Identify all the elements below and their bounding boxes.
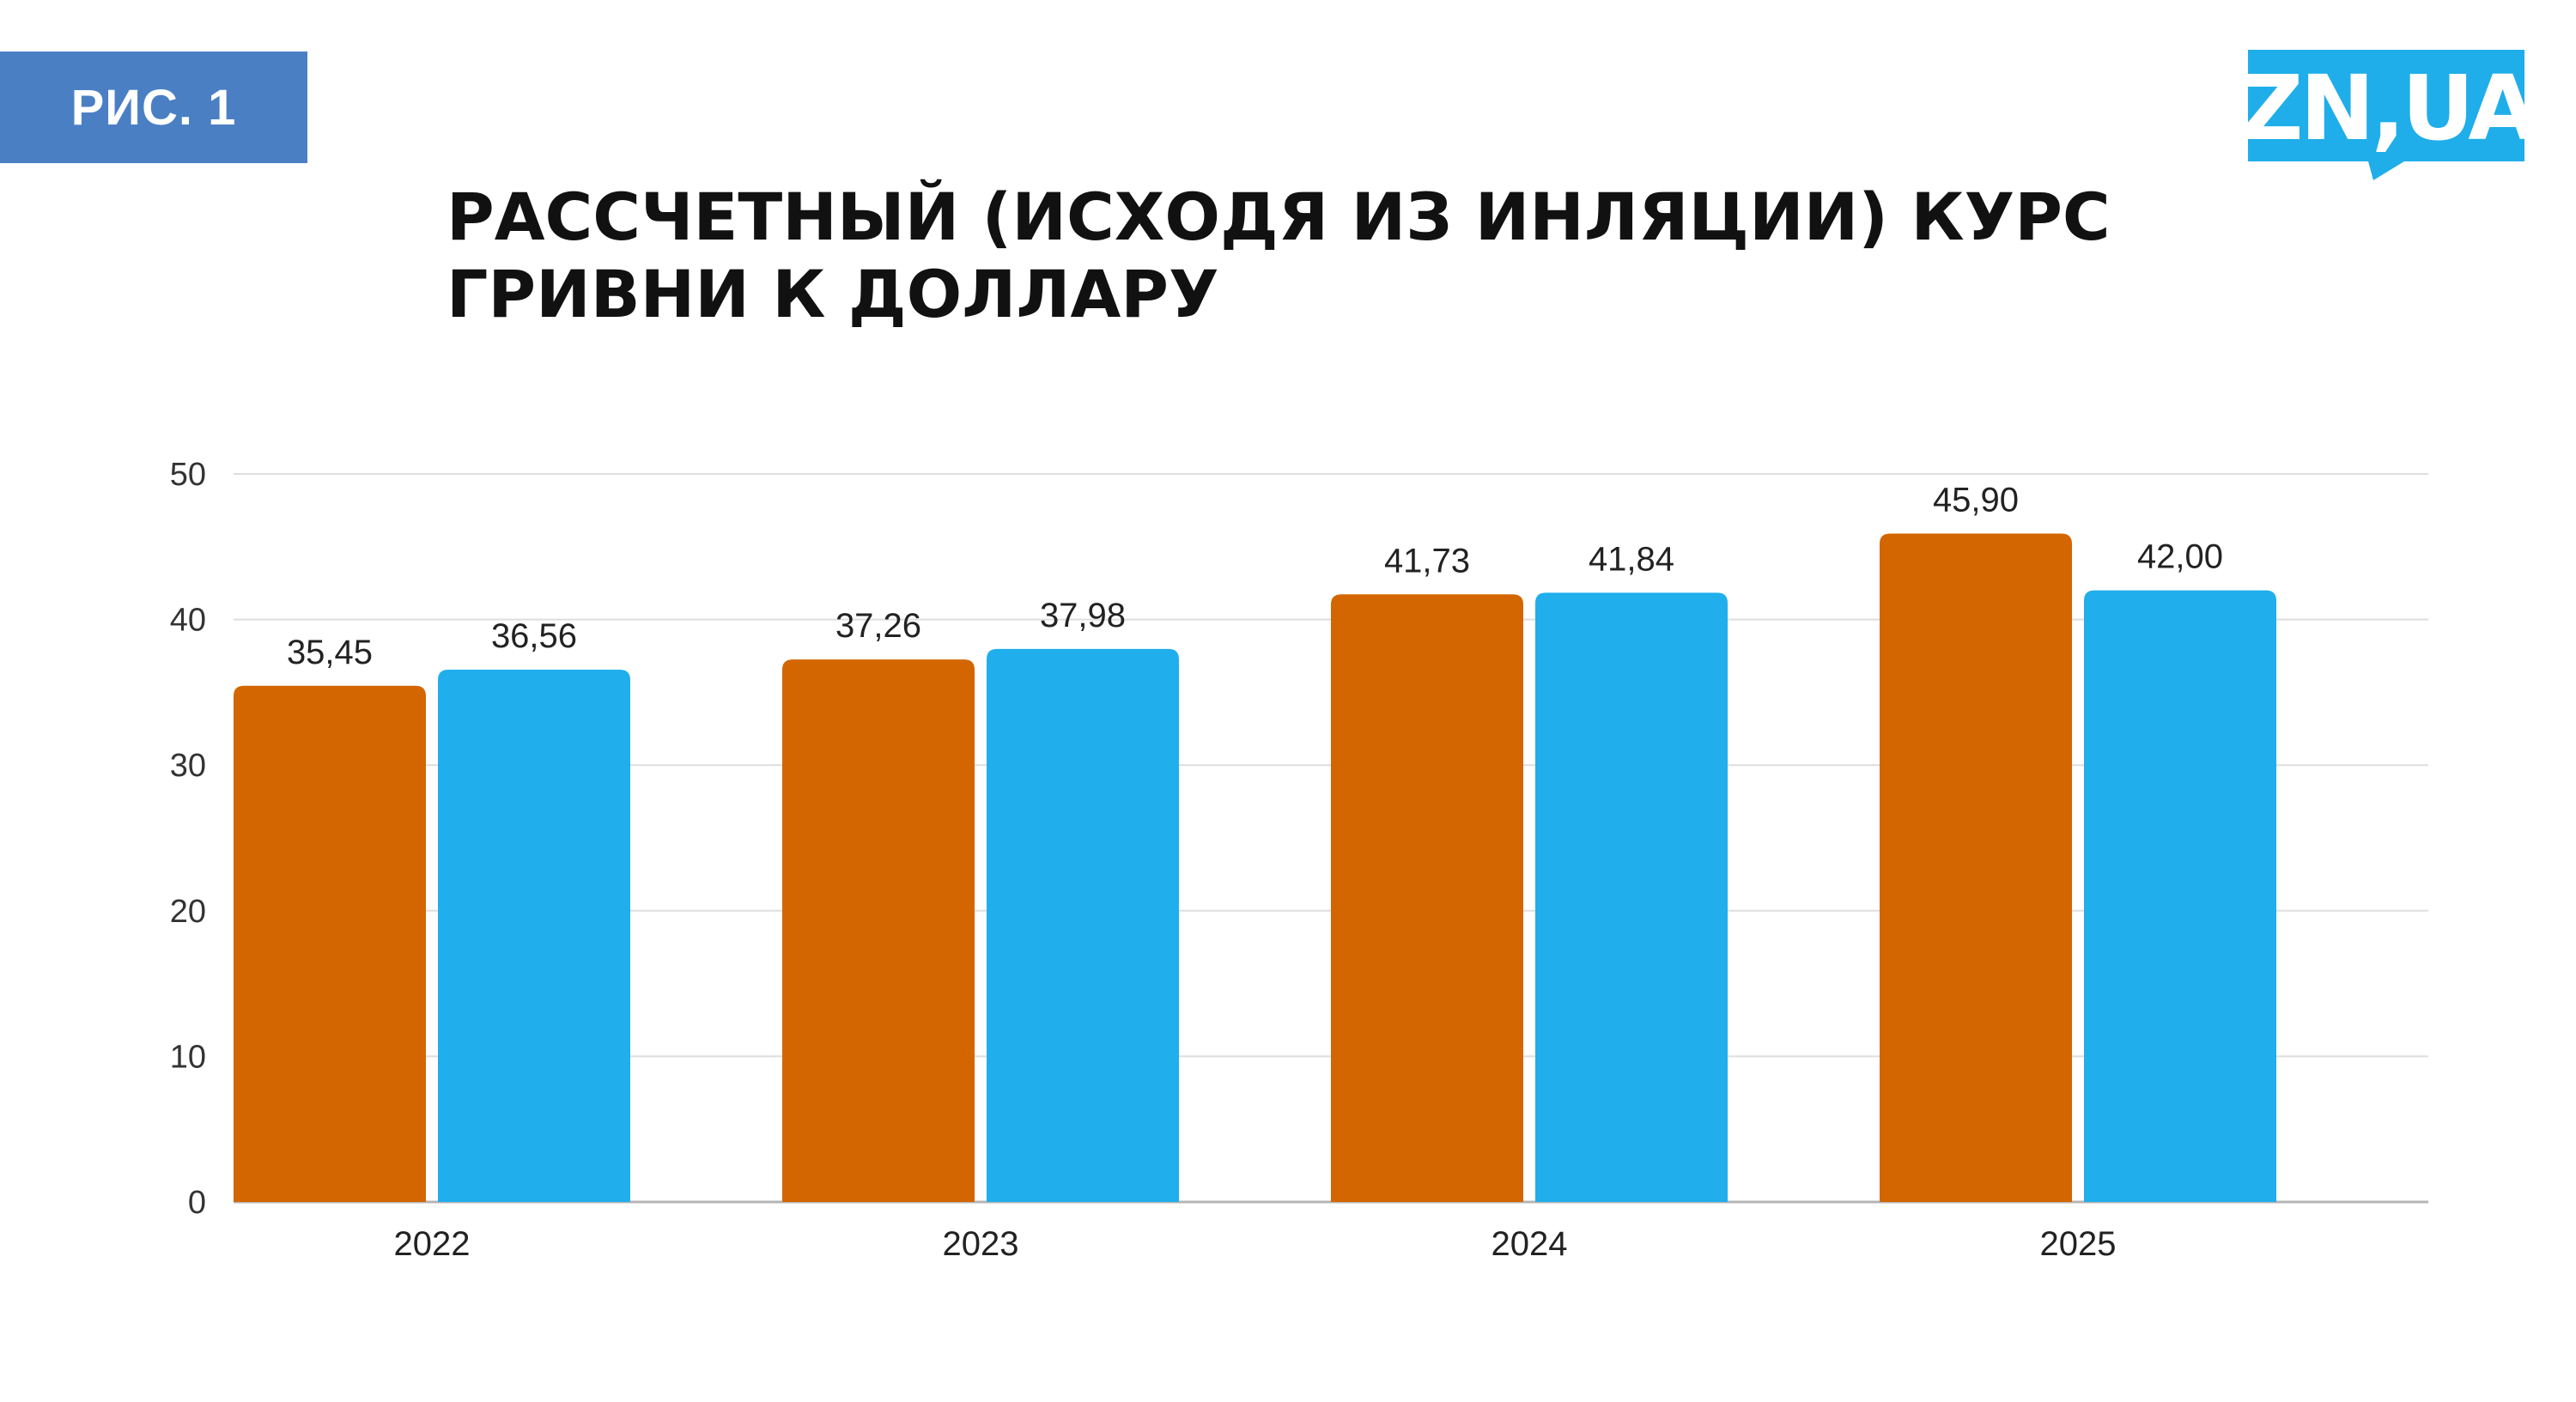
bar-value-label: 36,56 <box>491 617 577 655</box>
y-tick-label: 30 <box>170 748 206 784</box>
bar-2024-series-1 <box>1331 594 1523 1202</box>
bar-value-label: 41,73 <box>1384 542 1470 580</box>
bars <box>234 533 2276 1202</box>
x-axis-ticks: 2022 2023 2024 2025 <box>394 1225 2117 1263</box>
bar-2022-series-1 <box>234 685 426 1202</box>
x-tick-label-2025: 2025 <box>2040 1225 2117 1263</box>
bar-value-label: 37,26 <box>835 607 921 645</box>
bar-2024-series-2 <box>1535 592 1728 1202</box>
title-line-1: РАССЧЕТНЫЙ (ИСХОДЯ ИЗ ИНЛЯЦИИ) КУРС <box>447 179 2111 255</box>
bar-value-label: 42,00 <box>2137 538 2223 576</box>
y-tick-label: 10 <box>170 1039 206 1075</box>
y-tick-label: 50 <box>170 457 206 493</box>
bar-2022-series-2 <box>438 669 630 1202</box>
bar-value-label: 35,45 <box>287 634 373 671</box>
y-tick-label: 20 <box>170 894 206 930</box>
chart-title: РАССЧЕТНЫЙ (ИСХОДЯ ИЗ ИНЛЯЦИИ) КУРС ГРИВ… <box>447 179 2336 333</box>
bar-value-label: 37,98 <box>1040 597 1126 634</box>
bar-value-labels: 35,45 36,56 37,26 37,98 41,73 41,84 45,90 42,00 <box>287 482 2223 671</box>
y-tick-label: 0 <box>188 1185 206 1221</box>
title-line-2: ГРИВНИ К ДОЛЛАРУ <box>447 256 1219 332</box>
bar-2025-series-2 <box>2084 590 2276 1202</box>
logo-badge: ZN,UA <box>2248 50 2524 180</box>
bar-value-label: 41,84 <box>1589 540 1674 578</box>
x-tick-label-2022: 2022 <box>394 1225 471 1263</box>
x-tick-label-2024: 2024 <box>1492 1225 1568 1263</box>
y-axis-ticks: 0 10 20 30 40 50 <box>170 457 206 1221</box>
y-tick-label: 40 <box>170 603 206 639</box>
bar-2023-series-1 <box>782 659 975 1202</box>
x-tick-label-2023: 2023 <box>943 1225 1019 1263</box>
bar-2025-series-1 <box>1880 533 2072 1202</box>
zn-ua-logo: ZN,UA <box>2248 50 2524 180</box>
bar-2023-series-2 <box>987 648 1179 1202</box>
figure-label: РИС. 1 <box>0 52 307 163</box>
logo-text: ZN,UA <box>2248 56 2524 161</box>
bar-value-label: 45,90 <box>1933 482 2019 519</box>
